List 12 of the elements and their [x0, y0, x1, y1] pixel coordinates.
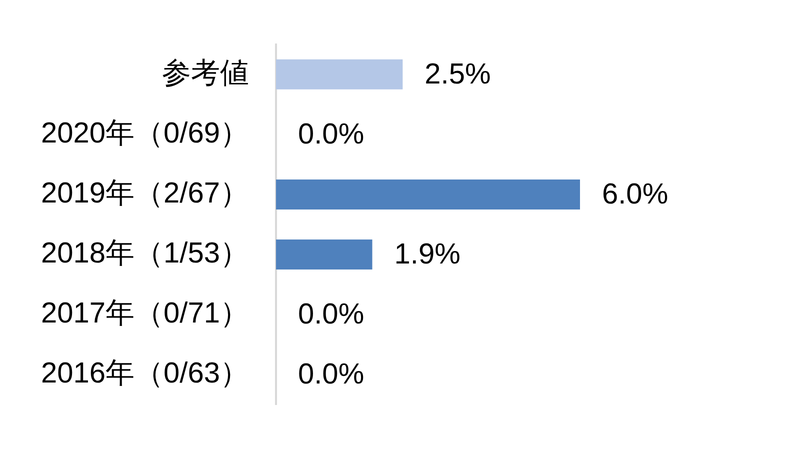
data-label: 0.0%: [298, 358, 364, 391]
y-tick-label: 2016年（0/63）: [41, 358, 249, 390]
y-tick-label: 2017年（0/71）: [41, 298, 249, 330]
y-tick-label: 参考値: [162, 57, 249, 90]
y-tick-label: 2020年（0/69）: [41, 117, 249, 150]
y-tick-label: 2019年（2/67）: [41, 177, 249, 210]
data-label: 6.0%: [602, 178, 668, 210]
data-label: 0.0%: [298, 118, 364, 150]
data-label: 2.5%: [424, 58, 491, 90]
data-label: 0.0%: [298, 298, 364, 331]
data-label: 1.9%: [394, 238, 460, 271]
y-tick-label: 2018年（1/53）: [41, 238, 249, 270]
